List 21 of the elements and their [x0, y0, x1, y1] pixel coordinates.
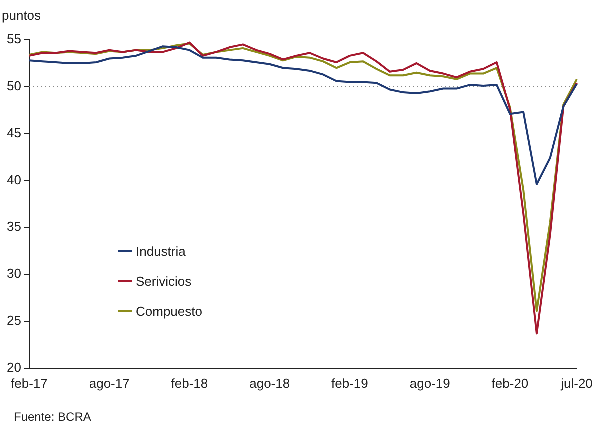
y-tick-label: 35 — [6, 219, 22, 234]
x-tick-label: jul-20 — [560, 376, 593, 391]
y-axis-title: puntos — [2, 8, 42, 23]
legend-label: Serivicios — [136, 274, 192, 288]
y-tick-label: 40 — [6, 172, 22, 188]
x-tick-label: feb-17 — [11, 376, 48, 391]
x-tick-label: ago-19 — [410, 376, 450, 391]
x-tick-label: feb-19 — [332, 376, 368, 391]
legend-label: Industria — [136, 244, 186, 258]
x-tick-label: ago-18 — [250, 376, 290, 391]
y-tick-label: 50 — [6, 78, 22, 94]
legend-label: Compuesto — [136, 304, 202, 318]
x-tick-label: ago-17 — [89, 376, 130, 391]
y-tick-label: 30 — [6, 266, 22, 282]
y-tick-label: 20 — [6, 360, 22, 375]
source-note: Fuente: BCRA — [14, 410, 92, 424]
y-tick-label: 55 — [6, 32, 22, 47]
y-tick-label: 25 — [6, 313, 22, 328]
x-tick-label: feb-20 — [492, 376, 529, 391]
x-tick-label: feb-18 — [171, 376, 208, 391]
y-tick-label: 45 — [6, 125, 22, 140]
